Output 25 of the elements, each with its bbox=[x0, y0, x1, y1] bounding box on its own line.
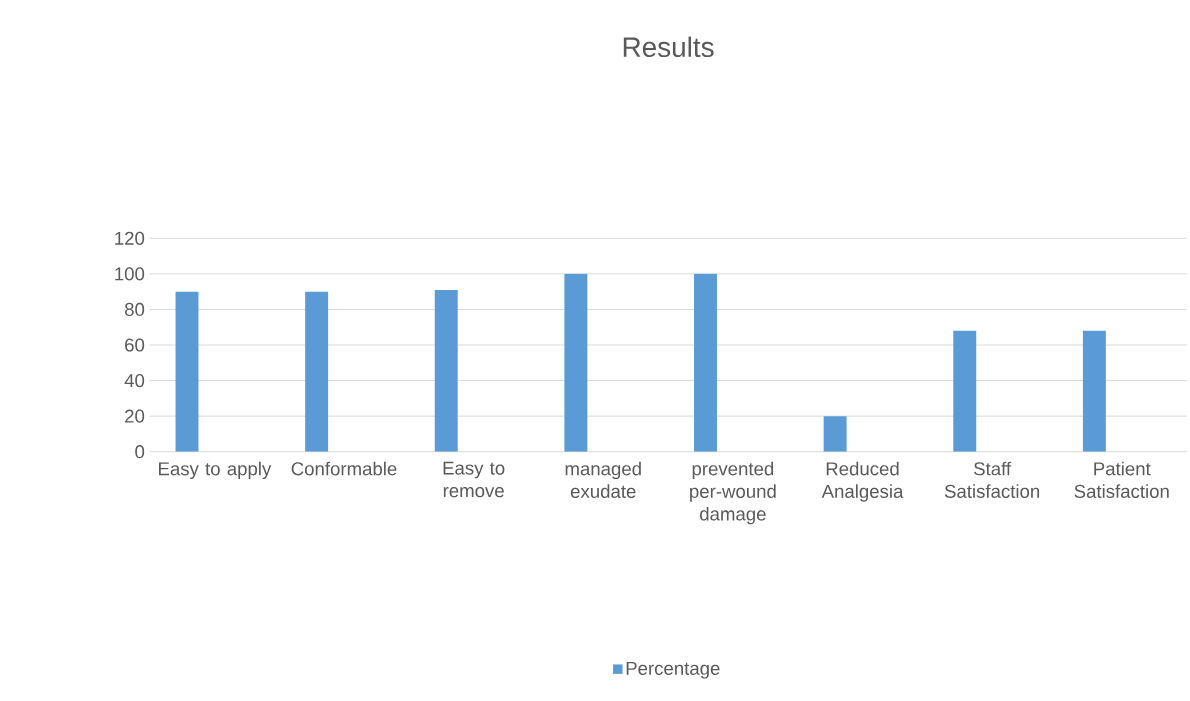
y-tick-label: 120 bbox=[115, 231, 145, 245]
x-tick-label: Conformable bbox=[291, 461, 397, 476]
x-tick-label: Staff Satisfaction bbox=[944, 461, 1040, 498]
bar bbox=[305, 291, 329, 452]
legend-label: Percentage bbox=[626, 661, 720, 679]
chart-title: Results bbox=[623, 36, 714, 58]
bar bbox=[175, 291, 199, 452]
y-tick-label: 60 bbox=[125, 338, 145, 352]
y-tick-label: 0 bbox=[135, 445, 145, 459]
bar bbox=[694, 273, 717, 452]
x-tick-label: managed exudate bbox=[565, 461, 641, 498]
x-tick-label: Easy to remove bbox=[443, 461, 505, 498]
y-tick-label: 40 bbox=[124, 373, 145, 388]
y-tick-label: 100 bbox=[115, 267, 145, 281]
bar bbox=[564, 273, 588, 452]
bar bbox=[953, 330, 977, 452]
y-tick-label: 20 bbox=[125, 409, 145, 423]
x-tick-label: Patient Satisfaction bbox=[1074, 461, 1169, 498]
x-tick-label: prevented per-wound damage bbox=[690, 461, 776, 525]
x-tick-label: Reduced Analgesia bbox=[821, 461, 904, 502]
bar bbox=[434, 289, 458, 452]
bar bbox=[823, 416, 847, 452]
y-tick-label: 80 bbox=[124, 302, 145, 317]
bar bbox=[1082, 330, 1106, 452]
x-tick-label: Easy to apply bbox=[159, 461, 272, 480]
